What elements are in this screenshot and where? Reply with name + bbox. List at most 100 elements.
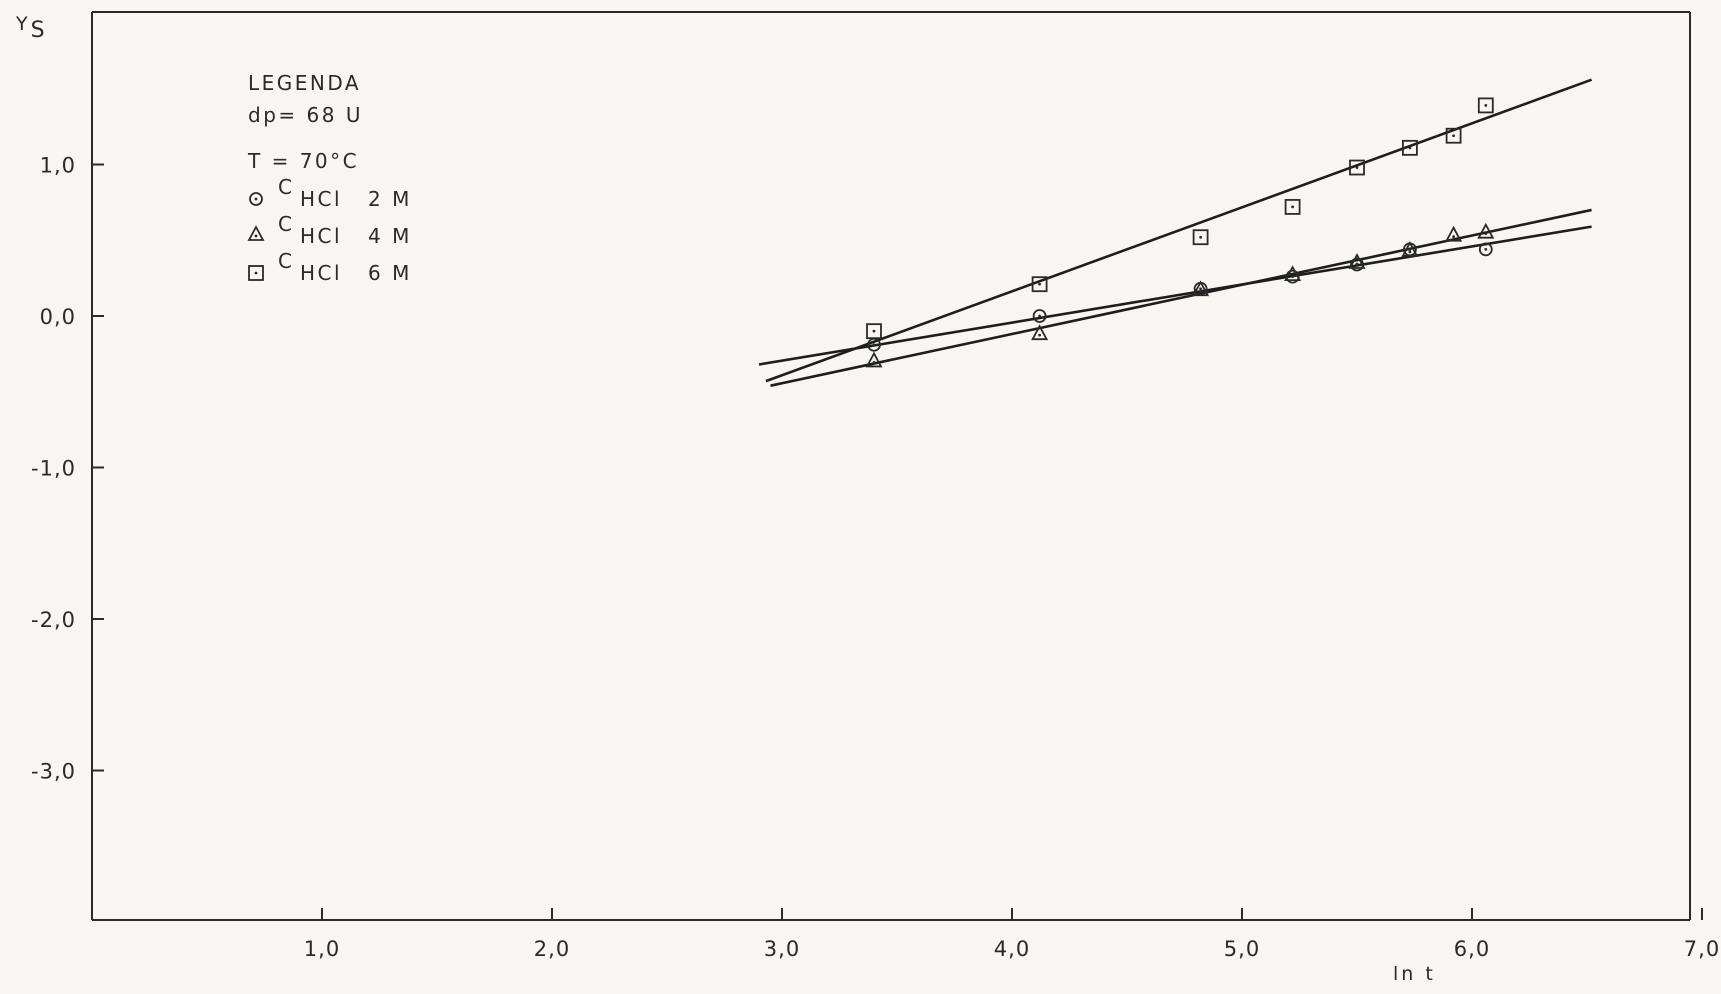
x-tick-label: 1,0 — [304, 937, 340, 961]
marker-dot — [254, 234, 258, 238]
fit-line-triangle — [770, 208, 1592, 387]
data-point-triangle — [1348, 253, 1366, 269]
ticks: 1,0 2,0 3,0 4,0 5,0 6,0 7,0 1,0 0,0 -1,0 -2,0 -3,0 — [31, 154, 1720, 962]
marker-dot — [1199, 235, 1202, 239]
x-tick-label: 3,0 — [764, 937, 800, 961]
marker-square-outline — [1192, 229, 1209, 246]
marker-dot — [1199, 289, 1202, 293]
marker-triangle-outline — [1284, 265, 1302, 281]
fit-line-circle — [758, 225, 1592, 366]
marker-dot — [1038, 314, 1041, 318]
y-tick-label: -1,0 — [31, 457, 76, 481]
marker-square-outline — [1402, 139, 1418, 156]
legend-entry-6m: C HCl 6 M — [248, 249, 412, 285]
legend-line-temperature: T = 70°C — [247, 149, 359, 173]
marker-circle-outline — [1032, 309, 1047, 323]
marker-dot — [1038, 333, 1041, 337]
marker-circle-outline — [1478, 242, 1493, 257]
marker-triangle-outline — [1445, 225, 1463, 242]
marker-dot — [1484, 104, 1488, 107]
marker-dot — [1484, 232, 1488, 236]
marker-dot — [254, 271, 258, 275]
marker-dot — [872, 361, 876, 364]
marker-square-outline — [1284, 199, 1301, 215]
legend-marker-square — [248, 265, 264, 281]
legend-entry-4m: C HCl 4 M — [247, 212, 412, 248]
x-axis-title: ln t — [1393, 963, 1436, 985]
marker-triangle-outline — [1401, 240, 1419, 257]
marker-dot — [1484, 247, 1488, 251]
marker-triangle-outline — [1031, 324, 1049, 341]
legend: LEGENDA dp= 68 U T = 70°C C HCl 2 M C HC… — [247, 71, 412, 285]
legend-title: LEGENDA — [248, 71, 361, 95]
marker-dot — [1291, 274, 1294, 278]
marker-square-outline — [1477, 97, 1494, 114]
legend-marker-circle — [249, 192, 263, 206]
y-tick-label: -3,0 — [31, 760, 76, 784]
marker-dot — [1452, 235, 1455, 239]
marker-square-outline — [1349, 159, 1365, 176]
data-point-square — [866, 323, 882, 340]
marker-triangle-outline — [1477, 222, 1495, 239]
legend-entry-2m-conc: 2 M — [368, 187, 412, 211]
marker-square-outline — [866, 323, 882, 340]
x-tick-label: 2,0 — [534, 937, 570, 961]
data-point-triangle — [1477, 222, 1495, 239]
marker-square-outline — [248, 265, 264, 281]
data-point-circle — [1032, 309, 1047, 323]
data-point-triangle — [1284, 265, 1302, 281]
data-point-square — [1402, 139, 1418, 156]
marker-dot — [1038, 282, 1041, 286]
legend-entry-4m-prefix: C — [278, 212, 294, 236]
y-axis-title-sub: S — [31, 18, 48, 43]
legend-entry-4m-conc: 4 M — [368, 224, 412, 248]
marker-dot — [1408, 250, 1412, 254]
marker-triangle-outline — [865, 351, 883, 368]
marker-dot — [1355, 262, 1359, 266]
marker-dot — [1291, 205, 1294, 209]
x-tick-label: 7,0 — [1684, 937, 1720, 961]
marker-dot — [1452, 134, 1455, 138]
data-point-triangle — [1192, 280, 1210, 297]
legend-marker-triangle — [247, 225, 265, 241]
legend-entry-6m-prefix: C — [278, 249, 294, 273]
marker-square-outline — [1445, 127, 1462, 144]
legend-circle-icon — [249, 192, 263, 206]
marker-square-outline — [1031, 276, 1048, 293]
marker-triangle-outline — [1348, 253, 1366, 269]
data-point-square — [1349, 159, 1365, 176]
data-point-square — [1445, 127, 1462, 144]
y-axis-title: YS — [15, 13, 48, 43]
data-point-triangle — [1401, 240, 1419, 257]
data-point-triangle — [865, 351, 883, 368]
fit-line-square — [765, 78, 1593, 383]
data-points — [865, 97, 1495, 368]
x-tick-label: 6,0 — [1454, 937, 1490, 961]
legend-entry-6m-conc: 6 M — [368, 261, 412, 285]
data-point-triangle — [1445, 225, 1463, 242]
marker-dot — [872, 343, 876, 347]
y-tick-label: 0,0 — [40, 305, 76, 329]
legend-line-particle-size: dp= 68 U — [248, 103, 363, 127]
marker-dot — [1199, 287, 1202, 291]
marker-circle-outline — [249, 192, 263, 206]
legend-entry-2m-prefix: C — [278, 175, 294, 199]
marker-dot — [1408, 247, 1412, 251]
legend-entry-2m-sub: HCl — [300, 187, 342, 211]
fit-lines — [758, 78, 1593, 387]
data-point-square — [1031, 276, 1048, 293]
x-tick-label: 4,0 — [994, 937, 1030, 961]
marker-dot — [1355, 166, 1359, 169]
marker-triangle-outline — [1192, 280, 1210, 297]
marker-dot — [872, 329, 876, 333]
axes — [91, 11, 1691, 921]
legend-square-icon — [248, 265, 264, 281]
x-tick-label: 5,0 — [1224, 937, 1260, 961]
legend-triangle-icon — [247, 225, 265, 241]
data-point-square — [1477, 97, 1494, 114]
legend-entry-2m: C HCl 2 M — [249, 175, 412, 211]
y-tick-label: -2,0 — [31, 608, 76, 632]
legend-entry-4m-sub: HCl — [300, 224, 342, 248]
